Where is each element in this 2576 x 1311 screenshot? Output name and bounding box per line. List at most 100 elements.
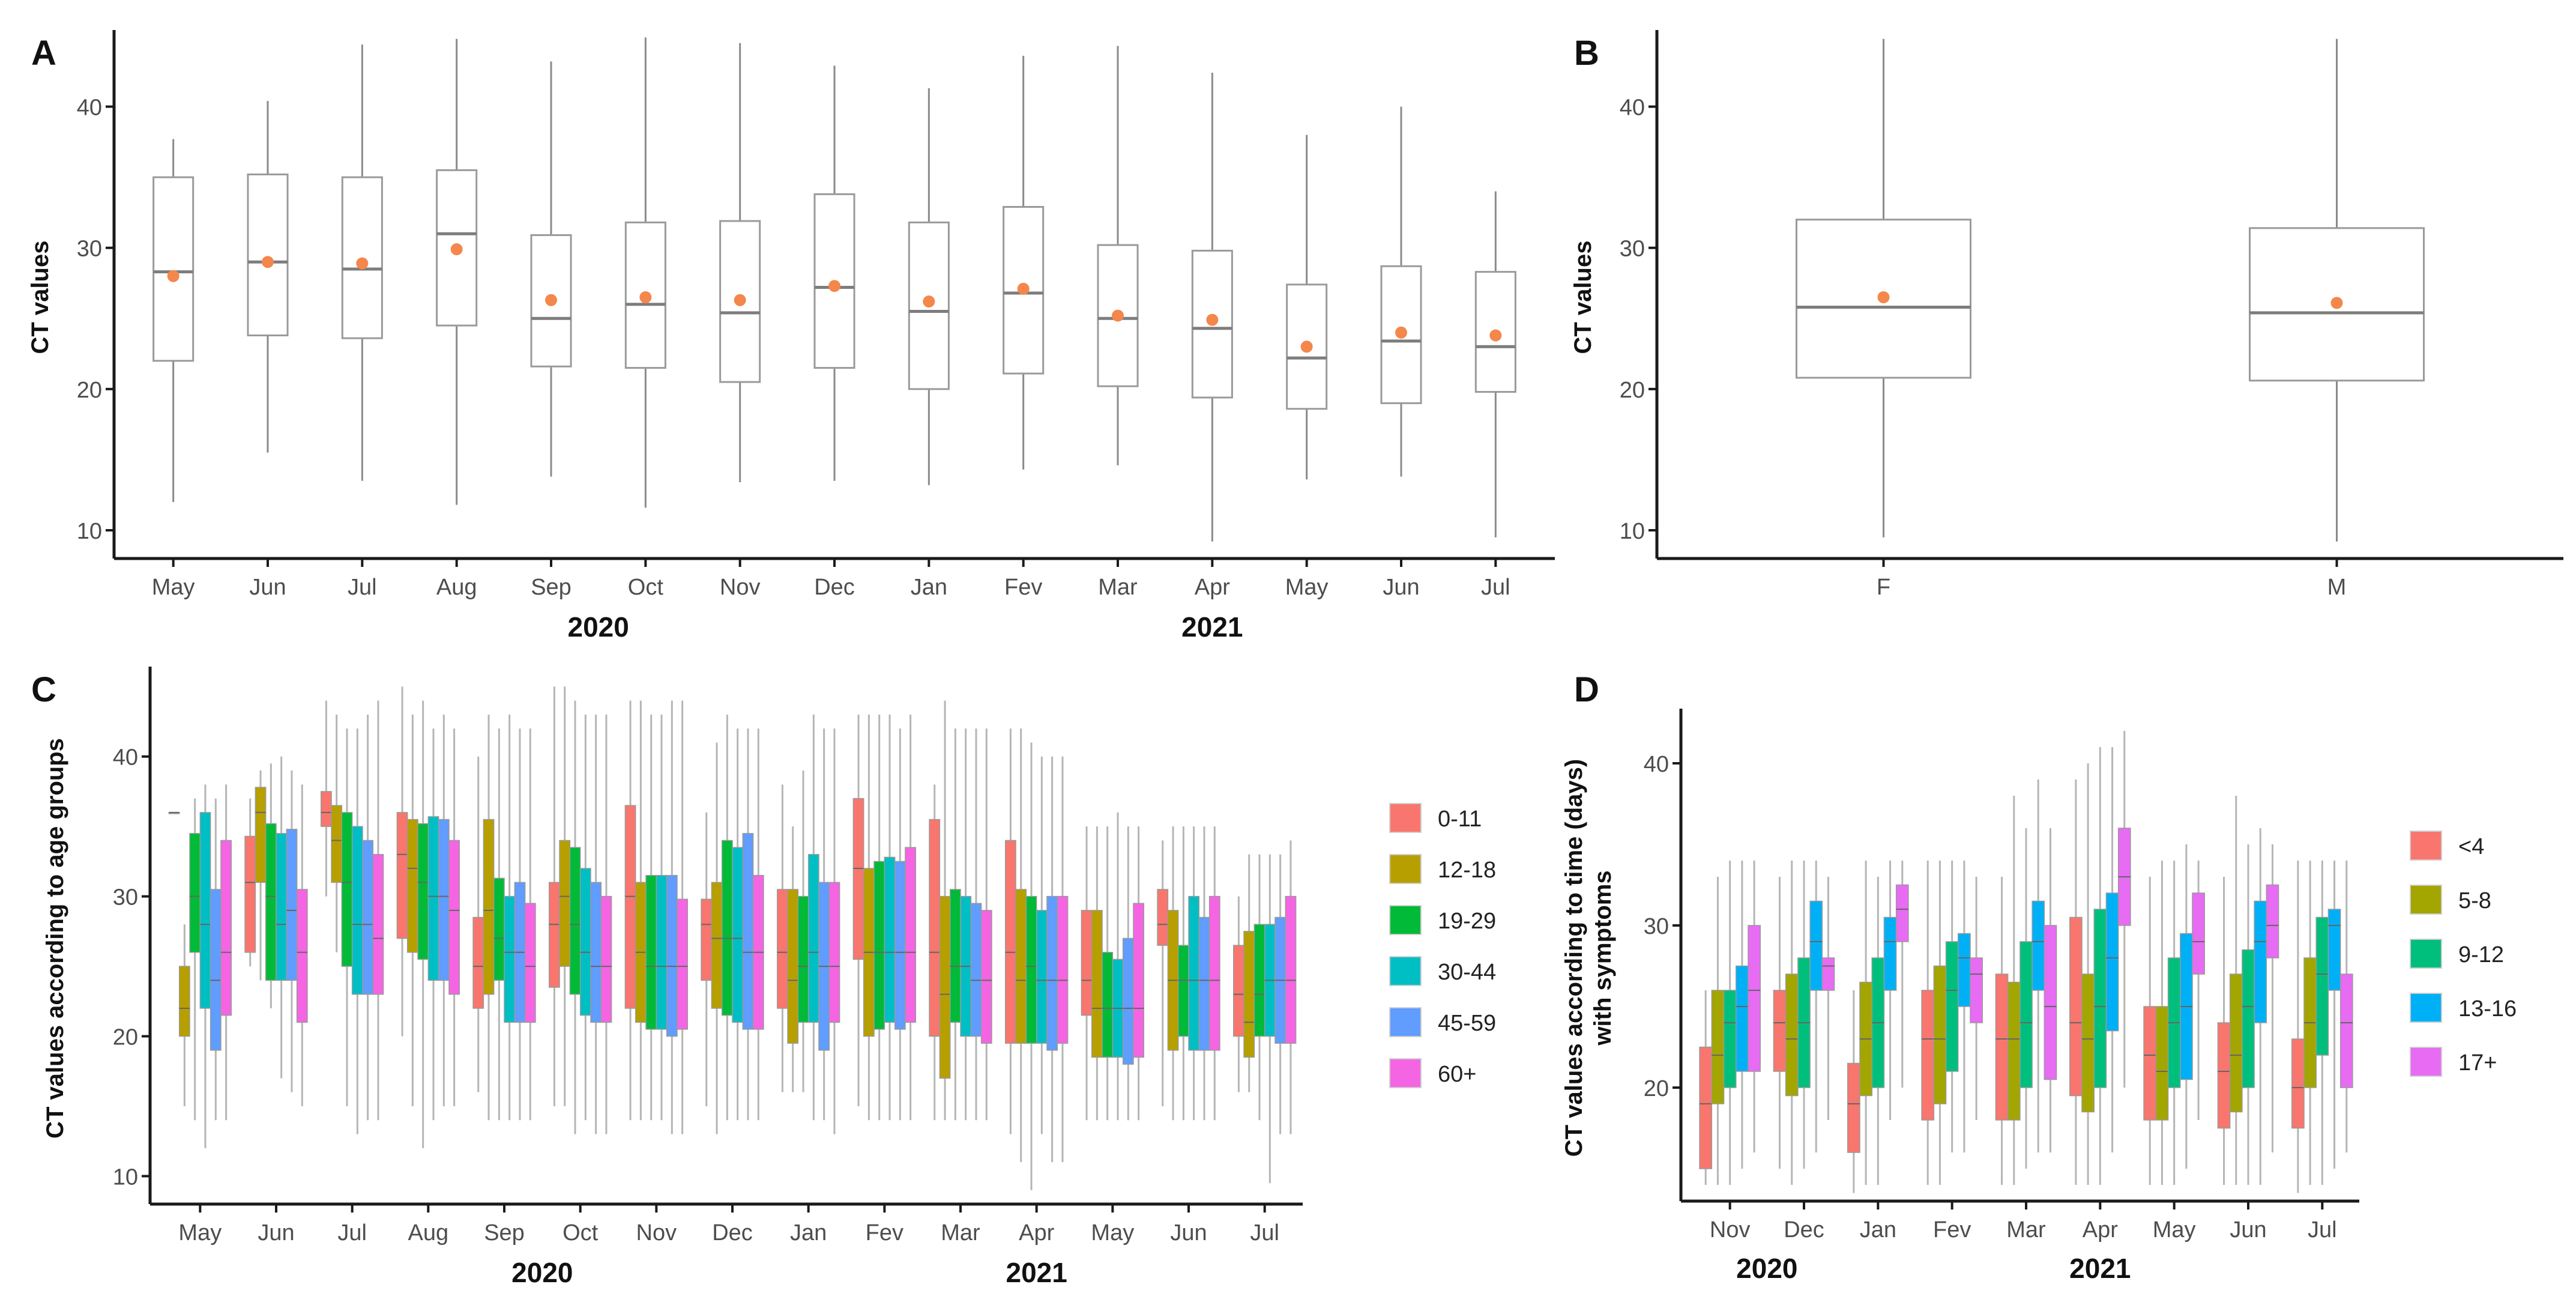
- mean-point: [828, 280, 840, 292]
- mean-point: [1877, 291, 1890, 303]
- mean-point: [1112, 309, 1124, 322]
- y-tick-label: 20: [1644, 1076, 1669, 1101]
- mean-point: [450, 243, 463, 256]
- mean-point: [262, 256, 274, 268]
- box-iqr: [949, 889, 961, 1023]
- box-iqr: [2327, 909, 2341, 991]
- legend-label: 19-29: [1438, 909, 1496, 934]
- box-iqr: [1015, 889, 1027, 1044]
- box-iqr: [2093, 909, 2107, 1088]
- box-13-16: [2032, 780, 2045, 1152]
- box-<4: [1773, 877, 1787, 1169]
- box-45-59: [590, 714, 602, 1134]
- x-tick-label: Apr: [2083, 1217, 2118, 1243]
- box-12-18: [635, 700, 647, 1121]
- panel-b-chart: 10 20 30 40 CT values F M: [1570, 30, 2563, 600]
- box-group-may: [1081, 812, 1145, 1121]
- box-12-18: [178, 924, 190, 1106]
- box-iqr: [396, 812, 408, 939]
- box-iqr: [341, 812, 353, 967]
- box-iqr: [1995, 973, 2009, 1121]
- box-60+: [448, 728, 460, 1106]
- box-iqr: [873, 861, 885, 1030]
- box-iqr: [1004, 840, 1016, 1044]
- box-group-dec: [1773, 861, 1835, 1185]
- box-iqr: [2105, 892, 2119, 1032]
- x-tick-label: Fev: [1004, 575, 1042, 600]
- box-9-12: [2167, 861, 2181, 1185]
- box-<4: [1921, 861, 1935, 1185]
- box-iqr: [341, 176, 383, 339]
- box-17+: [1895, 861, 1909, 1088]
- box-iqr: [220, 840, 232, 1016]
- x-tick-label: Jul: [2308, 1217, 2337, 1243]
- box-iqr: [472, 916, 484, 1009]
- box-30-44: [579, 714, 591, 1121]
- mean-point: [167, 270, 179, 282]
- legend-swatch: [2410, 831, 2442, 861]
- box-13-16: [2180, 844, 2193, 1169]
- x-tick-label: Apr: [1195, 575, 1230, 600]
- x-tick-label: Jun: [1170, 1220, 1207, 1246]
- x-tick-label: Mar: [941, 1220, 980, 1246]
- box-group-aug: [396, 686, 460, 1148]
- box-iqr: [1003, 206, 1045, 375]
- y-axis-title: CT values: [27, 241, 53, 354]
- box-iqr: [1208, 895, 1220, 1051]
- box-iqr: [265, 823, 277, 981]
- box-iqr: [1921, 990, 1935, 1121]
- box-<4: [2143, 877, 2157, 1185]
- box-45-59: [438, 714, 450, 1106]
- box-0-11: [701, 812, 713, 1106]
- box-45-59: [818, 728, 830, 1121]
- box-12-18: [787, 826, 799, 1092]
- box-iqr: [559, 840, 571, 967]
- legend-swatch: [2410, 993, 2442, 1023]
- box-60+: [1057, 756, 1069, 1163]
- box-<4: [2291, 861, 2305, 1193]
- x-tick-label: Jul: [348, 575, 377, 600]
- box-iqr: [1091, 910, 1103, 1058]
- x-tick-label: Jan: [911, 575, 947, 600]
- box-60+: [1208, 826, 1220, 1121]
- box-<4: [1699, 990, 1713, 1185]
- x-tick-label: Sep: [484, 1220, 525, 1246]
- box-iqr: [1847, 1062, 1860, 1153]
- box-jul: [1474, 191, 1516, 537]
- legend-label: 17+: [2458, 1050, 2497, 1076]
- x-tick-label: Jun: [258, 1220, 294, 1246]
- box-12-18: [255, 771, 267, 981]
- box-iqr: [1933, 965, 1947, 1104]
- box-iqr: [189, 833, 201, 953]
- box-iqr: [939, 895, 951, 1079]
- box-iqr: [483, 819, 495, 995]
- y-tick-label: 40: [1620, 95, 1645, 121]
- box-17+: [2044, 828, 2057, 1152]
- box-0-11: [1157, 840, 1169, 1106]
- box-iqr: [152, 176, 195, 362]
- box-iqr: [2291, 1038, 2305, 1129]
- legend-label: 0-11: [1438, 807, 1482, 832]
- y-tick-label: 20: [77, 378, 102, 403]
- box-30-44: [276, 756, 288, 1079]
- legend-swatch: [1389, 956, 1422, 986]
- year-label: 2021: [1006, 1257, 1067, 1288]
- box-0-11: [472, 756, 484, 1092]
- y-tick-label: 30: [77, 237, 102, 262]
- box-iqr: [884, 856, 896, 1023]
- box-group-jan: [1847, 861, 1909, 1193]
- box-iqr: [2217, 1022, 2231, 1129]
- box-iqr: [732, 847, 744, 1023]
- box-19-29: [1025, 742, 1037, 1190]
- year-label: 2021: [2069, 1253, 2131, 1284]
- box-f: [1796, 38, 1971, 537]
- box-17+: [1821, 877, 1835, 1120]
- box-0-11: [776, 784, 788, 1092]
- box-iqr: [579, 868, 591, 1016]
- panel-letter-a: A: [31, 34, 56, 73]
- box-iqr: [852, 798, 864, 960]
- box-iqr: [1232, 945, 1244, 1037]
- box-30-44: [1264, 854, 1276, 1184]
- box-iqr: [721, 840, 733, 1016]
